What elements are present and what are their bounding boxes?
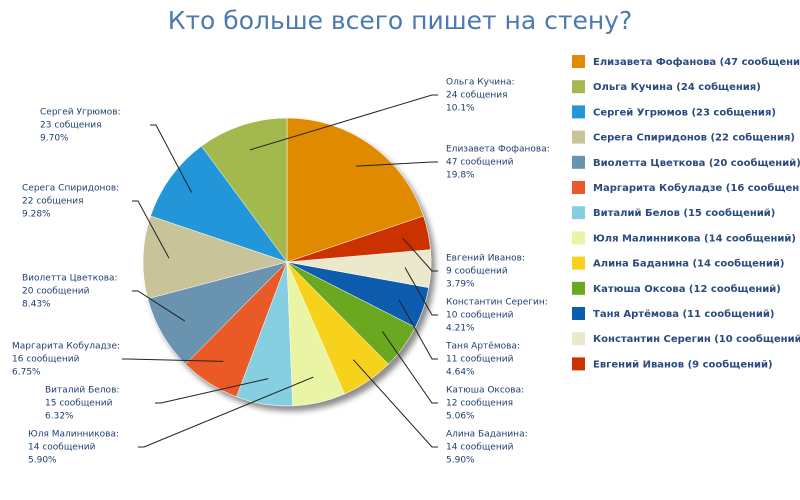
legend-label: Сергей Угрюмов (23 собщения) <box>593 106 776 118</box>
slice-label: 11 сообщений <box>446 355 514 365</box>
slice-label: 24 собщения <box>446 91 507 101</box>
slice-label: Катюша Оксова: <box>446 386 524 396</box>
slice-label: 8.43% <box>22 300 51 310</box>
pie-slice <box>286 117 424 263</box>
slice-label: 20 сообщений <box>22 287 90 297</box>
slice-label: 10 сообщений <box>446 311 514 321</box>
leader-line <box>122 358 224 362</box>
legend-swatch <box>572 256 585 270</box>
pie-slice <box>150 145 288 263</box>
slice-label: 4.64% <box>446 368 475 378</box>
slice-label: 9.70% <box>40 134 69 144</box>
legend-swatch <box>572 105 585 119</box>
leader-line <box>402 237 438 272</box>
leader-line <box>132 290 186 322</box>
legend-swatch <box>572 357 585 371</box>
legend-label: Таня Артёмова (11 сообщений) <box>593 308 774 320</box>
pie-slice <box>286 215 431 263</box>
leader-line <box>355 161 438 167</box>
slice-label: 10.1% <box>446 104 475 114</box>
slice-label: Константин Серегин: <box>446 298 548 308</box>
legend-swatch <box>572 231 585 245</box>
slice-label: 6.32% <box>45 412 74 422</box>
slice-label: 12 сообщения <box>446 399 513 409</box>
slice-label: 15 сообщений <box>45 399 113 409</box>
legend-swatch <box>572 281 585 295</box>
legend-label: Маргарита Кобуладзе (16 сообщений) <box>593 182 800 194</box>
legend-label: Ольга Кучина (24 собщения) <box>593 81 761 93</box>
slice-label: Елизавета Фофанова: <box>446 145 550 155</box>
slice-label: Маргарита Кобуладзе: <box>12 342 120 352</box>
legend-swatch <box>572 307 585 320</box>
legend-swatch <box>572 206 585 220</box>
leader-line <box>382 331 438 404</box>
slice-label: Виталий Белов: <box>45 386 119 396</box>
slice-label: 6.75% <box>12 368 41 378</box>
leader-line <box>150 124 193 193</box>
leader-line <box>138 376 314 448</box>
legend-swatch <box>572 130 585 144</box>
leader-line <box>155 378 269 404</box>
legend-label: Евгений Иванов (9 сообщений) <box>593 358 773 370</box>
legend-swatch <box>572 155 585 169</box>
pie <box>142 117 432 407</box>
legend-label: Виолетта Цветкова (20 сообщений) <box>593 157 800 169</box>
slice-label: 3.79% <box>446 280 475 290</box>
leader-line <box>249 94 438 151</box>
slice-label: 16 сообщений <box>12 355 80 365</box>
slice-label: 5.06% <box>446 412 475 422</box>
legend-label: Константин Серегин (10 сообщений) <box>593 333 800 345</box>
leader-line <box>398 299 438 360</box>
slice-label: 23 собщения <box>40 121 101 131</box>
leader-line <box>352 359 438 448</box>
slice-label: Сергей Угрюмов: <box>40 108 121 118</box>
chart-title: Кто больше всего пишет на стену? <box>168 6 633 35</box>
slice-label: 5.90% <box>446 456 475 466</box>
legend-label: Катюша Оксова (12 сообщений) <box>593 283 781 295</box>
legend-label: Виталий Белов (15 сообщений) <box>593 207 775 219</box>
legend-label: Алина Баданина (14 сообщений) <box>593 258 784 270</box>
slice-label: 9.28% <box>22 210 51 220</box>
slice-label: Евгений Иванов: <box>446 254 525 264</box>
slice-label: 4.21% <box>446 324 475 334</box>
slice-label: Ольга Кучина: <box>446 78 515 88</box>
slice-label: Виолетта Цветкова: <box>22 274 118 284</box>
slice-label: Алина Баданина: <box>446 430 528 440</box>
slice-label: 47 сообщений <box>446 158 514 168</box>
slice-label: Юля Малинникова: <box>28 430 119 440</box>
slice-label: 14 сообщений <box>446 443 514 453</box>
slice-label: Серега Спиридонов: <box>22 184 119 194</box>
slice-label: 9 сообщений <box>446 267 508 277</box>
leader-line <box>132 200 170 259</box>
legend-swatch <box>572 181 585 194</box>
slice-label: 22 собщения <box>22 197 83 207</box>
legend-label: Серега Спиридонов (22 собщения) <box>593 132 795 144</box>
slice-label: Таня Артёмова: <box>445 342 520 352</box>
legend-label: Юля Малинникова (14 сообщений) <box>593 232 796 244</box>
pie-slice <box>201 117 288 263</box>
slice-label: 5.90% <box>28 456 57 466</box>
legend-label: Елизавета Фофанова (47 сообщений) <box>593 56 800 68</box>
leader-line <box>404 267 438 316</box>
slice-label: 19.8% <box>446 171 475 181</box>
legend-swatch <box>572 332 585 346</box>
legend-swatch <box>572 55 585 68</box>
slice-label: 14 сообщений <box>28 443 96 453</box>
legend-swatch <box>572 80 585 94</box>
